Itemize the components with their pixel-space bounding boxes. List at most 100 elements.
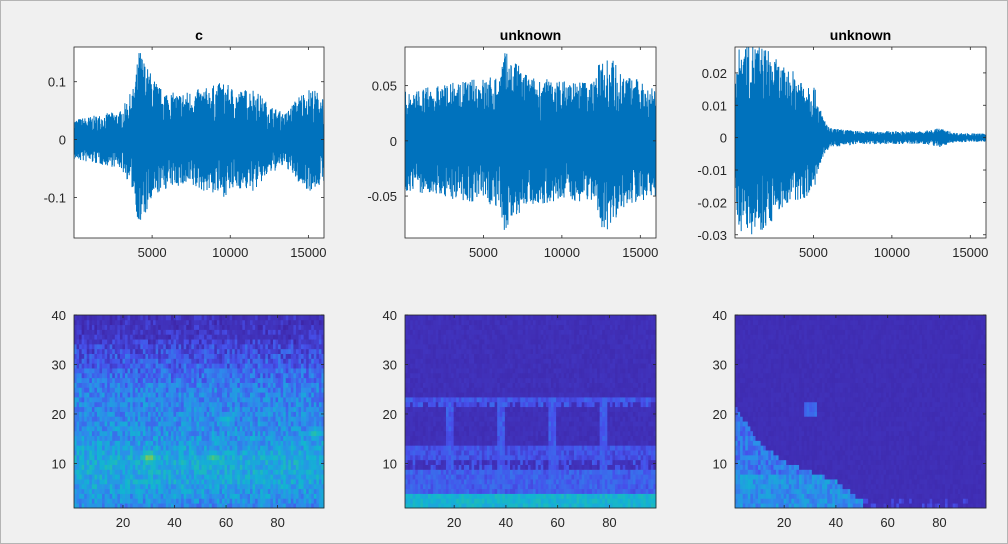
heatmap-cell <box>288 348 292 354</box>
heatmap-cell <box>247 406 251 412</box>
heatmap-cell <box>183 372 187 379</box>
heatmap-cell <box>76 440 80 446</box>
heatmap-cell <box>224 406 228 412</box>
heatmap-cell <box>127 319 131 326</box>
heatmap-cell <box>191 382 195 388</box>
heatmap-cell <box>435 416 439 422</box>
heatmap-cell <box>303 469 307 475</box>
heatmap-cell <box>125 343 128 350</box>
heatmap-cell <box>76 372 80 379</box>
heatmap-cell <box>219 315 223 321</box>
heatmap-cell <box>219 483 223 490</box>
heatmap-cell <box>94 343 98 350</box>
heatmap-cell <box>107 430 111 437</box>
heatmap-cell <box>209 406 213 412</box>
heatmap-cell <box>229 498 233 504</box>
heatmap-cell <box>283 479 287 485</box>
heatmap-cell <box>316 503 320 509</box>
heatmap-cell <box>79 488 83 494</box>
heatmap-cell <box>201 324 205 330</box>
heatmap-cell <box>109 411 113 417</box>
heatmap-cell <box>109 387 113 393</box>
heatmap-cell <box>461 474 465 480</box>
heatmap-cell <box>130 372 134 379</box>
heatmap-cell <box>425 387 429 393</box>
heatmap-cell <box>420 454 424 461</box>
heatmap-cell <box>74 329 77 335</box>
heatmap-cell <box>209 493 213 499</box>
heatmap-cell <box>227 329 231 335</box>
heatmap-cell <box>229 324 233 330</box>
heatmap-cell <box>443 324 447 330</box>
heatmap-cell <box>119 363 123 369</box>
heatmap-cell <box>104 411 108 417</box>
heatmap-cell <box>278 464 282 470</box>
heatmap-cell <box>234 324 238 330</box>
heatmap-cell <box>415 445 419 451</box>
heatmap-cell <box>265 411 269 417</box>
heatmap-cell <box>104 440 108 446</box>
heatmap-cell <box>438 474 442 480</box>
heatmap-cell <box>415 483 419 490</box>
heatmap-cell <box>183 454 187 461</box>
heatmap-cell <box>311 377 315 383</box>
heatmap-cell <box>265 392 269 398</box>
heatmap-cell <box>165 440 169 446</box>
heatmap-cell <box>74 368 77 374</box>
heatmap-cell <box>410 445 414 451</box>
heatmap-cell <box>150 474 154 480</box>
heatmap-cell <box>216 353 220 359</box>
heatmap-cell <box>147 397 151 403</box>
heatmap-cell <box>201 401 205 408</box>
heatmap-cell <box>183 435 187 441</box>
heatmap-cell <box>216 430 220 437</box>
heatmap-cell <box>293 474 297 480</box>
heatmap-cell <box>227 421 231 427</box>
heatmap-cell <box>288 430 292 437</box>
heatmap-cell <box>214 377 218 383</box>
heatmap-cell <box>229 382 233 388</box>
heatmap-cell <box>163 503 167 509</box>
heatmap-cell <box>125 425 128 432</box>
heatmap-cell <box>288 397 292 403</box>
heatmap-cell <box>301 450 304 456</box>
heatmap-cell <box>237 358 241 364</box>
heatmap-cell <box>112 493 116 499</box>
heatmap-cell <box>76 488 80 494</box>
heatmap-cell <box>125 416 128 422</box>
heatmap-cell <box>196 368 200 374</box>
heatmap-cell <box>262 445 266 451</box>
heatmap-cell <box>199 377 202 383</box>
heatmap-cell <box>89 450 93 456</box>
heatmap-cell <box>417 483 421 490</box>
heatmap-cell <box>440 488 444 494</box>
heatmap-cell <box>165 430 169 437</box>
heatmap-cell <box>229 479 233 485</box>
heatmap-cell <box>252 387 256 393</box>
heatmap-cell <box>125 334 128 340</box>
heatmap-cell <box>142 343 146 350</box>
heatmap-cell <box>405 459 408 465</box>
heatmap-cell <box>219 401 223 408</box>
heatmap-cell <box>94 372 98 379</box>
heatmap-cell <box>283 464 287 470</box>
heatmap-cell <box>428 416 432 422</box>
heatmap-cell <box>237 445 241 451</box>
y-tick-label: 0.05 <box>372 79 397 94</box>
heatmap-cell <box>117 503 121 509</box>
heatmap-cell <box>422 368 426 374</box>
heatmap-cell <box>99 503 103 509</box>
heatmap-cell <box>209 450 213 456</box>
heatmap-cell <box>155 459 159 465</box>
heatmap-cell <box>275 450 279 456</box>
heatmap-cell <box>94 377 98 383</box>
heatmap-cell <box>125 498 128 504</box>
heatmap-cell <box>163 450 167 456</box>
heatmap-cell <box>196 343 200 350</box>
heatmap-cell <box>306 430 310 437</box>
heatmap-cell <box>456 353 460 359</box>
heatmap-cell <box>293 353 297 359</box>
heatmap-cell <box>99 464 103 470</box>
heatmap-cell <box>303 315 307 321</box>
heatmap-cell <box>255 406 259 412</box>
